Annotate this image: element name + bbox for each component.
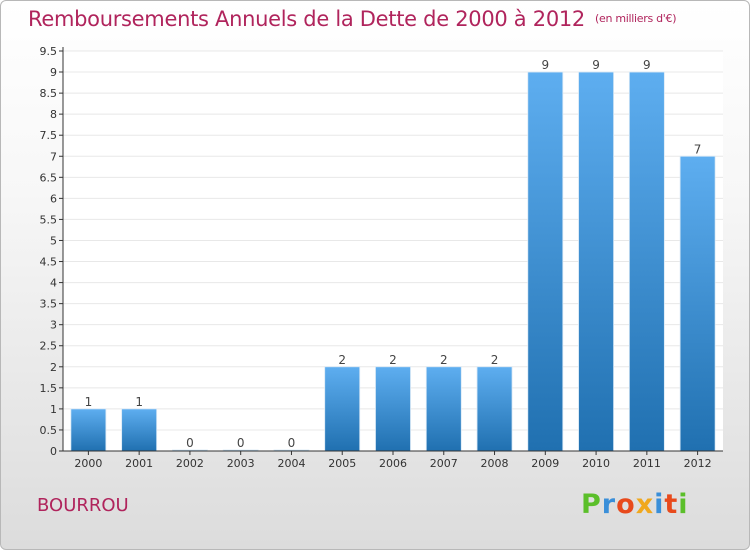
y-tick-label: 7 [50,150,57,163]
y-tick-label: 5 [50,234,57,247]
y-tick-label: 8.5 [40,87,58,100]
y-tick-label: 9 [50,66,57,79]
data-label-2001: 1 [135,395,143,409]
x-tick-label-2004: 2004 [277,457,305,470]
data-label-2007: 2 [440,353,448,367]
bar-2011 [628,71,665,452]
data-label-2006: 2 [389,353,397,367]
chart-title-text: Remboursements Annuels de la Dette de 20… [28,7,585,31]
logo-letter: i [654,489,665,520]
x-tick-label-2007: 2007 [430,457,458,470]
data-label-2004: 0 [288,436,296,450]
data-label-2012: 7 [694,142,702,156]
y-tick-label: 6.5 [40,171,58,184]
y-tick-label: 2.5 [40,340,58,353]
y-tick-label: 5.5 [40,213,58,226]
x-tick-label-2012: 2012 [684,457,712,470]
x-tick-label-2001: 2001 [125,457,153,470]
x-tick-label-2010: 2010 [582,457,610,470]
data-label-2000: 1 [85,395,93,409]
y-tick-label: 1 [50,403,57,416]
y-tick-label: 4 [50,277,57,290]
data-label-2008: 2 [491,353,499,367]
y-tick-label: 9.5 [40,45,58,58]
data-label-2005: 2 [338,353,346,367]
y-tick-label: 3 [50,319,57,332]
data-label-2003: 0 [237,436,245,450]
data-label-2009: 9 [541,58,549,72]
data-label-2011: 9 [643,58,651,72]
logo-letter: r [601,489,617,520]
logo-letter: t [664,489,679,520]
y-tick-label: 8 [50,108,57,121]
logo-letter: P [581,489,602,520]
x-tick-label-2009: 2009 [531,457,559,470]
commune-name: BOURROU [37,495,129,516]
bar-2009 [527,71,564,452]
x-tick-label-2006: 2006 [379,457,407,470]
y-tick-label: 7.5 [40,129,58,142]
data-label-2002: 0 [186,436,194,450]
x-tick-label-2011: 2011 [633,457,661,470]
bar-2012 [679,155,716,452]
logo-letter: i [678,489,689,520]
data-label-2010: 9 [592,58,600,72]
y-tick-label: 0.5 [40,424,58,437]
y-tick-label: 1.5 [40,382,58,395]
logo-letter: o [616,489,636,520]
bar-2005 [324,366,361,452]
y-tick-label: 0 [50,445,57,458]
bar-2008 [476,366,513,452]
chart-unit: (en milliers d'€) [595,12,677,25]
bar-2007 [425,366,462,452]
x-tick-label-2000: 2000 [74,457,102,470]
y-tick-label: 3.5 [40,298,58,311]
chart-title: Remboursements Annuels de la Dette de 20… [28,7,676,31]
x-tick-label-2003: 2003 [227,457,255,470]
x-tick-label-2005: 2005 [328,457,356,470]
x-tick-label-2008: 2008 [481,457,509,470]
proxiti-logo: Proxiti [581,489,689,520]
bar-2010 [578,71,614,452]
y-tick-label: 6 [50,192,57,205]
bar-2006 [375,366,411,452]
x-tick-label-2002: 2002 [176,457,204,470]
bar-2001 [121,408,158,452]
y-tick-label: 2 [50,361,57,374]
logo-letter: x [635,489,655,520]
bar-2000 [70,408,107,452]
y-tick-label: 4.5 [40,256,58,269]
